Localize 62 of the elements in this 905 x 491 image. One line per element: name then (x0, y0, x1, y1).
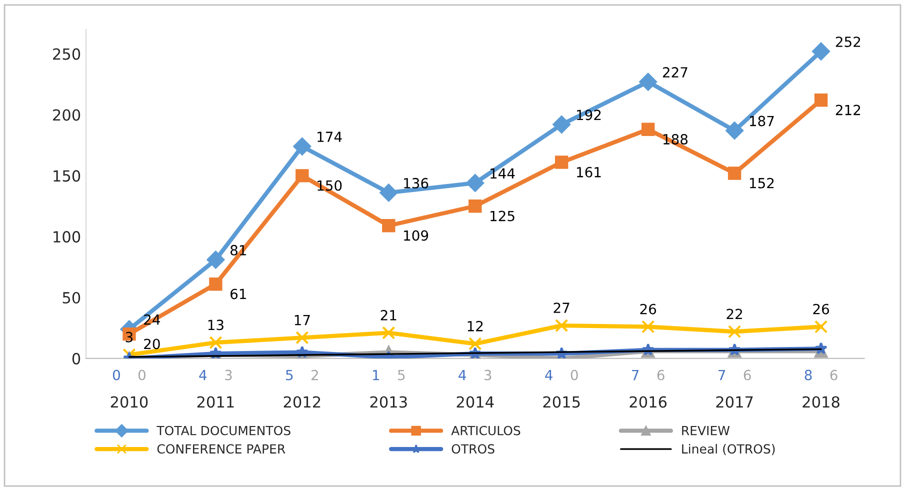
data-label: 125 (490, 210, 514, 222)
legend-label: OTROS (452, 444, 494, 454)
data-label: 109 (404, 230, 428, 241)
data-label: 21 (380, 310, 396, 320)
data-label: 3 (225, 370, 232, 380)
x-tick-label: 2011 (197, 396, 234, 408)
data-label: 20 (144, 338, 160, 350)
data-label: 4 (199, 370, 207, 380)
data-label: 4 (545, 370, 552, 380)
data-label: 136 (404, 178, 428, 188)
legend-label: REVIEW (682, 426, 730, 436)
data-label: 0 (570, 370, 578, 380)
data-label: 0 (112, 370, 120, 380)
y-tick-label: 100 (54, 231, 80, 243)
data-label: 227 (662, 67, 688, 78)
data-label: 5 (286, 370, 293, 380)
legend-label: TOTAL DOCUMENTOS (156, 426, 290, 436)
data-label: 7 (632, 370, 639, 380)
data-label: 12 (468, 320, 483, 332)
data-label: 152 (750, 178, 774, 188)
y-tick-label: 0 (72, 352, 80, 364)
data-label: 6 (830, 370, 838, 380)
data-label: 6 (744, 370, 751, 380)
data-label: 0 (138, 370, 146, 380)
x-tick-label: 2014 (456, 396, 494, 408)
data-label: 187 (750, 116, 774, 126)
legend-label: CONFERENCE PAPER (157, 444, 286, 454)
data-label: 6 (657, 370, 664, 380)
legend-label: Lineal (OTROS) (682, 444, 775, 456)
x-tick-label: 2010 (110, 396, 148, 408)
data-label: 144 (490, 168, 515, 178)
data-label: 3 (484, 370, 492, 380)
y-tick-label: 50 (62, 292, 80, 304)
x-tick-label: 2018 (802, 396, 840, 408)
data-label: 252 (836, 36, 860, 48)
data-label: 212 (836, 104, 860, 116)
data-label: 7 (718, 370, 726, 380)
x-tick-label: 2012 (284, 396, 320, 408)
data-label: 22 (726, 308, 742, 320)
data-label: 27 (554, 302, 570, 313)
data-label: 174 (318, 132, 342, 142)
data-label: 26 (813, 304, 829, 314)
data-label: 5 (398, 370, 405, 380)
data-label: 61 (230, 288, 246, 300)
data-label: 1 (373, 370, 380, 380)
data-label: 13 (208, 320, 224, 330)
y-tick-label: 200 (53, 109, 80, 121)
legend-label: ARTICULOS (451, 426, 520, 436)
data-label: 161 (577, 166, 601, 178)
x-tick-label: 2013 (370, 396, 407, 408)
data-label: 2 (312, 370, 318, 380)
data-label: 17 (294, 314, 310, 326)
data-label: 8 (804, 370, 812, 380)
y-tick-label: 150 (54, 170, 80, 182)
x-tick-label: 2016 (630, 396, 667, 408)
x-tick-label: 2017 (716, 396, 753, 408)
data-label: 4 (458, 370, 466, 380)
data-label: 24 (144, 314, 160, 325)
data-label: 26 (640, 304, 656, 314)
x-tick-label: 2015 (543, 396, 580, 408)
y-tick-label: 250 (53, 48, 80, 60)
data-label: 3 (126, 332, 133, 342)
